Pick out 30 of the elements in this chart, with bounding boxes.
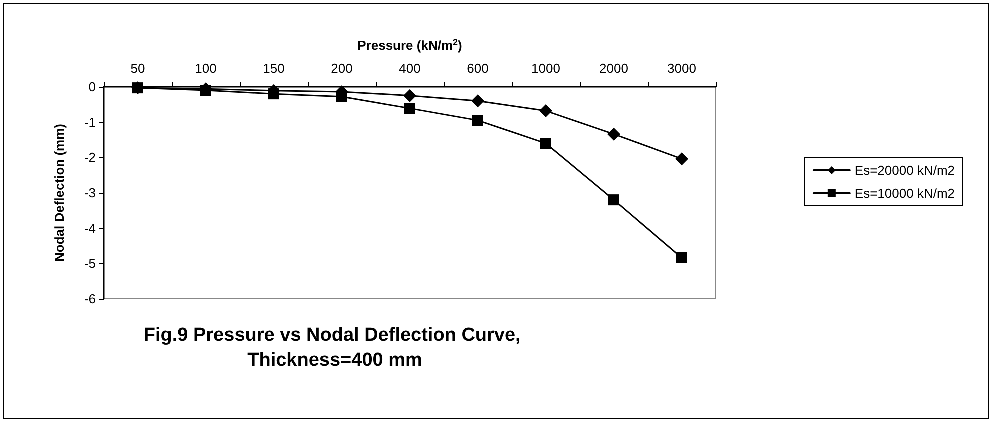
x-tick-label: 1000 [532, 61, 560, 76]
x-tick-label: 150 [263, 61, 285, 76]
point [540, 104, 552, 118]
text: Fig.9 Pressure vs Nodal Deflection Curve, Thickness=400 mm [144, 325, 526, 371]
y-tick-label: -4 [84, 220, 96, 236]
point [608, 194, 620, 206]
point [676, 252, 688, 264]
y-tick-label: -2 [84, 150, 96, 166]
x-tick-label: 400 [399, 61, 421, 76]
y-axis-title: Nodal Deflection (mm) [52, 124, 67, 262]
x-tick-label: 600 [467, 61, 489, 76]
point [472, 115, 484, 126]
legend-label: Es=20000 kN/m2 [854, 163, 956, 178]
point [540, 138, 552, 150]
point [608, 128, 620, 141]
legend-label: Es=10000 kN/m2 [854, 186, 956, 201]
y-tick-label: 0 [88, 80, 96, 94]
y-tick-label: -1 [84, 114, 96, 130]
point [676, 152, 688, 166]
x-tick-label: 200 [331, 61, 353, 76]
point [472, 94, 484, 108]
point [404, 103, 416, 114]
y-tick-label: -3 [84, 186, 96, 200]
x-tick-label: 2000 [600, 61, 628, 76]
x-tick-label: 3000 [668, 61, 696, 76]
x-tick-label: 100 [195, 61, 217, 76]
y-tick-label: -5 [84, 256, 96, 272]
x-tick-label: 50 [130, 61, 146, 76]
point [404, 89, 416, 102]
y-tick-label: -6 [84, 292, 96, 306]
